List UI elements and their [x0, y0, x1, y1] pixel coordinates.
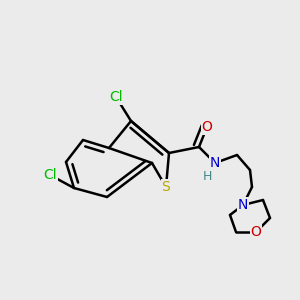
Text: N: N [210, 156, 220, 170]
Text: S: S [162, 180, 170, 194]
Text: N: N [238, 198, 248, 212]
Text: O: O [202, 120, 212, 134]
Text: O: O [250, 225, 261, 239]
Text: Cl: Cl [109, 90, 123, 104]
Text: H: H [202, 170, 212, 184]
Text: Cl: Cl [43, 168, 57, 182]
